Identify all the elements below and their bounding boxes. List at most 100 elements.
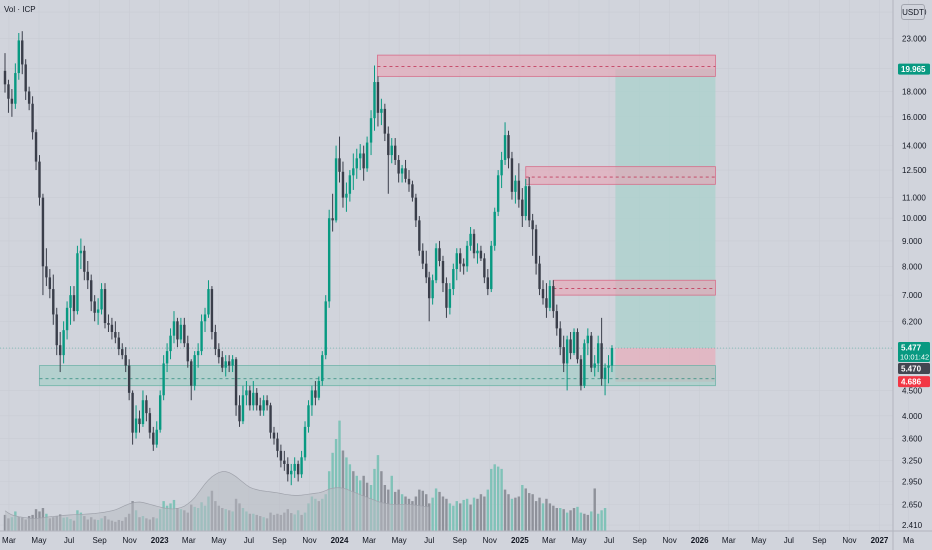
volume-bar	[562, 509, 565, 531]
currency-unit-badge[interactable]: USDT	[901, 4, 925, 20]
candle-body	[214, 331, 217, 350]
volume-bar	[334, 439, 338, 531]
volume-bar	[455, 501, 458, 531]
price-axis[interactable]: 26.00023.00020.00018.00016.00014.00012.5…	[902, 8, 927, 530]
candle-body	[162, 363, 165, 396]
price-tick-label: 2.950	[902, 477, 923, 486]
volume-bar	[507, 494, 510, 531]
price-tick-label: 4.500	[902, 386, 923, 395]
candle-body	[96, 309, 100, 313]
time-tick-label: Mar	[722, 536, 736, 545]
time-tick-label: 2025	[511, 536, 529, 545]
candle-body	[110, 324, 114, 332]
price-label-target-value: 19.965	[901, 65, 926, 74]
price-tick-label: 23.000	[902, 35, 927, 44]
candle-body	[10, 98, 14, 104]
volume-bar	[593, 488, 596, 531]
candle-body	[290, 470, 293, 475]
volume-indicator-label[interactable]: Vol · ICP	[4, 5, 36, 14]
candle-body	[152, 432, 155, 445]
candle-body	[124, 355, 127, 366]
candle-body	[262, 400, 265, 411]
candle-body	[83, 250, 86, 272]
volume-bar	[486, 489, 490, 531]
candle-body	[310, 390, 314, 406]
time-tick-label: Nov	[662, 536, 676, 545]
volume-bar	[524, 488, 527, 531]
candles-layer	[3, 31, 614, 486]
price-tick-label: 7.000	[902, 291, 923, 300]
volume-bar	[527, 493, 531, 531]
time-axis[interactable]: Mar May Jul Sep Nov 2023 Mar May Jul Sep Nov 2024 Ma…	[2, 536, 915, 545]
candle-body	[607, 365, 610, 368]
volume-bar	[380, 471, 383, 531]
candle-body	[276, 438, 279, 451]
price-label-alert-value: 4.686	[901, 378, 922, 387]
volume-bar	[538, 497, 541, 531]
volume-bar	[472, 497, 476, 531]
candle-body	[569, 339, 572, 354]
candle-body	[145, 400, 148, 414]
time-tick-label: Jul	[424, 536, 434, 545]
candle-body	[438, 248, 441, 261]
volume-bar	[441, 496, 445, 531]
price-tick-label: 3.250	[902, 457, 923, 466]
time-tick-label: 2023	[151, 536, 169, 545]
candle-body	[600, 343, 603, 379]
candle-body	[559, 328, 562, 348]
candle-body	[307, 405, 310, 427]
candle-body	[203, 314, 207, 322]
zones-layer	[0, 54, 893, 387]
candle-body	[541, 289, 545, 299]
candle-body	[524, 186, 527, 217]
candle-body	[321, 355, 324, 382]
candle-body	[596, 343, 600, 364]
candle-body	[17, 40, 21, 74]
volume-bar	[459, 503, 462, 531]
candle-body	[45, 266, 48, 278]
candle-body	[200, 321, 203, 352]
candle-body	[148, 413, 152, 433]
price-label-neutral	[898, 363, 930, 375]
candle-body	[41, 197, 45, 267]
candle-body	[531, 220, 534, 230]
time-tick-label: Sep	[632, 536, 647, 545]
candle-body	[72, 295, 76, 312]
volume-bar	[445, 498, 448, 531]
price-tick-label: 9.000	[902, 237, 923, 246]
candle-body	[55, 314, 58, 346]
candle-body	[158, 395, 162, 430]
time-tick-label: May	[31, 536, 46, 545]
candle-body	[331, 218, 334, 221]
volume-bar	[452, 505, 455, 531]
price-label-countdown: 10:01:42	[900, 353, 929, 362]
volume-bar	[569, 510, 572, 531]
candle-body	[448, 289, 452, 308]
candle-body	[341, 171, 345, 198]
candle-body	[317, 381, 321, 398]
time-tick-label: Mar	[2, 536, 16, 545]
candle-body	[79, 250, 83, 254]
candle-body	[93, 301, 96, 313]
candle-body	[476, 250, 479, 254]
candle-body	[538, 263, 541, 290]
candle-body	[303, 426, 307, 458]
price-tick-label: 18.000	[902, 87, 927, 96]
volume-bar	[376, 455, 380, 531]
candle-body	[138, 418, 141, 425]
time-tick-label: 2024	[331, 536, 349, 545]
candle-body	[252, 392, 255, 406]
candle-body	[31, 103, 34, 133]
candle-body	[107, 323, 110, 325]
candle-body	[90, 280, 93, 302]
candle-body	[248, 390, 252, 406]
candle-body	[221, 357, 224, 368]
candle-body	[141, 400, 145, 425]
candle-body	[190, 361, 193, 386]
candle-body	[300, 457, 303, 475]
volume-bar	[462, 499, 465, 531]
price-label-neutral-value: 5.470	[901, 365, 922, 374]
volume-bar	[531, 494, 534, 531]
